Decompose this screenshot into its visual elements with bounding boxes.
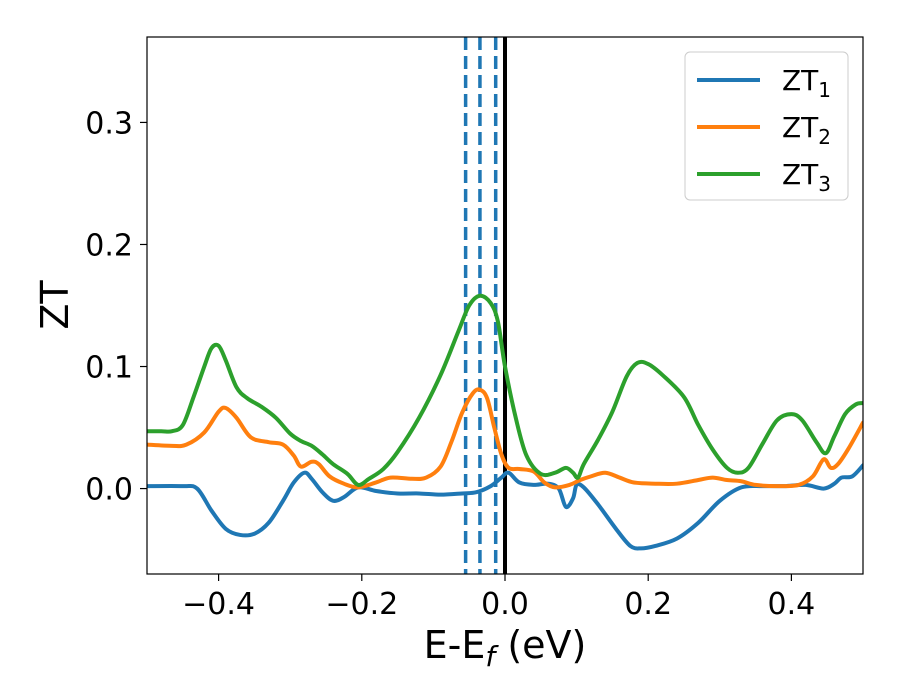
legend-frame	[684, 51, 849, 201]
y-axis-ticks: 0.0 0.1 0.2 0.3	[85, 106, 147, 508]
y-tick-label: 0.0	[85, 473, 133, 508]
x-tick-label: 0.4	[768, 587, 816, 622]
x-axis-ticks: −0.4 −0.2 0.0 0.2 0.4	[182, 574, 815, 622]
x-tick-label: 0.0	[481, 587, 529, 622]
legend-label-zt3: ZT3	[782, 158, 831, 196]
series-line-zt2	[147, 387, 863, 490]
legend-label-zt1: ZT1	[782, 64, 831, 102]
series-line-zt1	[147, 463, 863, 551]
series-line-zt3	[147, 293, 863, 487]
series-lines	[147, 293, 863, 551]
x-tick-label: 0.2	[624, 587, 672, 622]
y-tick-label: 0.2	[85, 228, 133, 263]
y-tick-label: 0.1	[85, 351, 133, 386]
y-axis-label: ZT	[33, 280, 77, 330]
x-tick-label: −0.2	[325, 587, 398, 622]
x-axis-label: E-Ef (eV)	[424, 623, 587, 673]
legend: ZT1 ZT2 ZT3	[684, 51, 849, 201]
legend-label-zt2: ZT2	[782, 111, 831, 149]
x-tick-label: −0.4	[182, 587, 255, 622]
y-tick-label: 0.3	[85, 106, 133, 141]
